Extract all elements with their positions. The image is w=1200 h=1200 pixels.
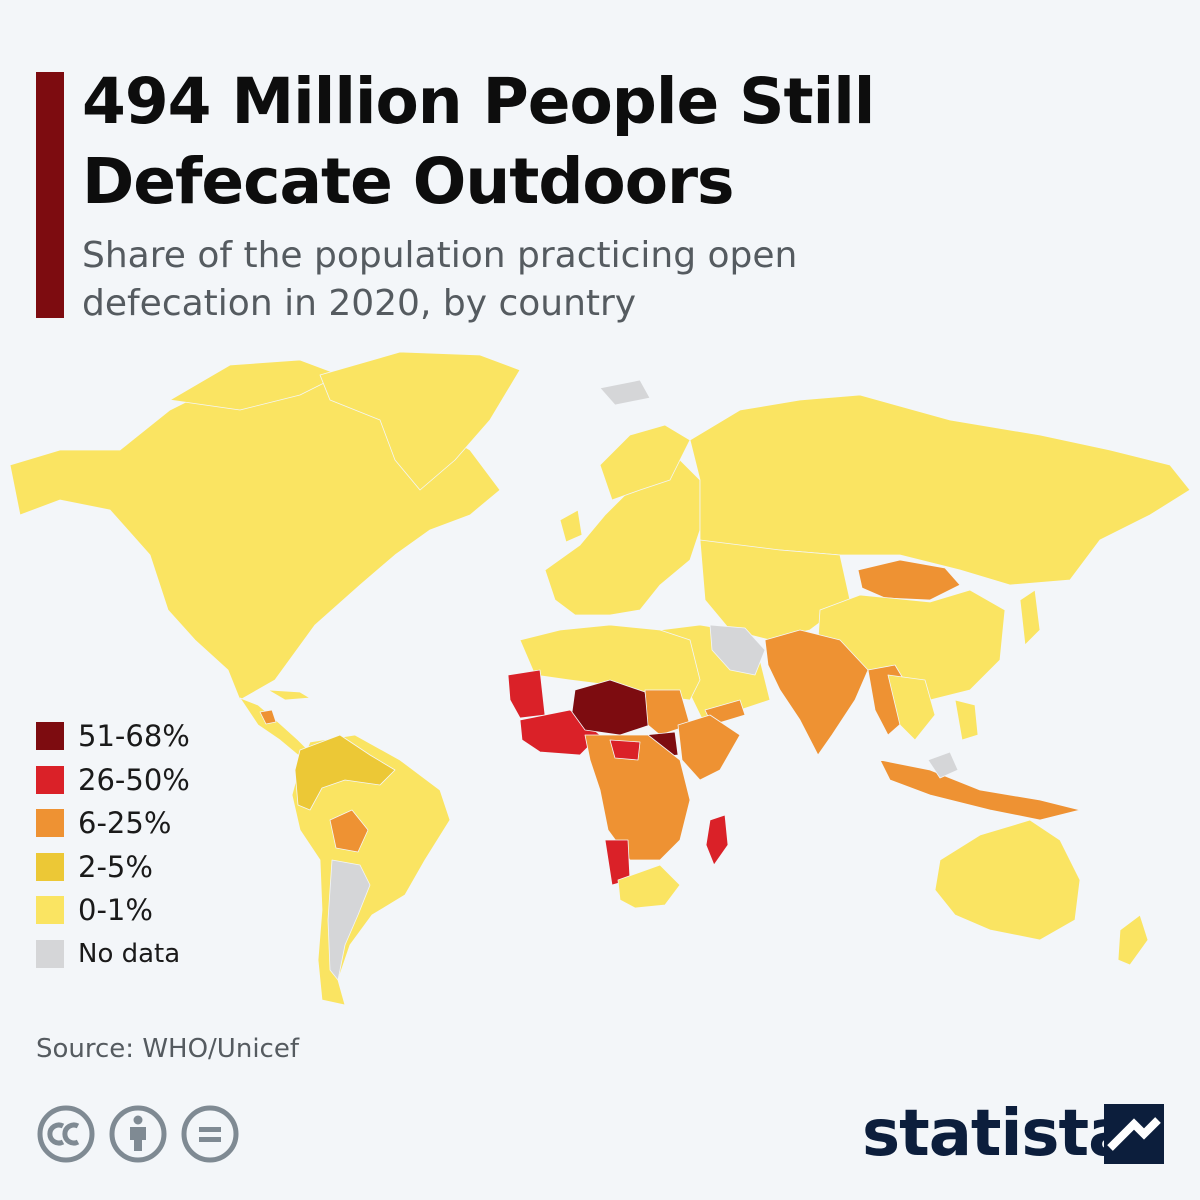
region-uk <box>559 509 583 543</box>
attribution-icon[interactable] <box>108 1104 168 1164</box>
region-andes-yellow <box>294 734 396 811</box>
region-south-asia <box>764 629 869 756</box>
region-niger-chad <box>571 679 651 736</box>
world-map <box>9 351 1191 1006</box>
legend-label: 2-5% <box>78 849 153 884</box>
accent-bar <box>36 72 64 318</box>
region-central-america <box>239 697 311 756</box>
legend-label: 26-50% <box>78 762 190 797</box>
legend-swatch <box>36 852 64 881</box>
region-greenland <box>319 351 521 491</box>
legend-swatch <box>36 722 64 750</box>
page-subtitle: Share of the population practicing open … <box>82 235 798 324</box>
statista-logo-icon <box>1104 1104 1164 1164</box>
region-borneo-nodata <box>927 751 959 779</box>
region-central-africa <box>584 734 691 861</box>
region-australia <box>934 819 1081 941</box>
legend-swatch <box>36 809 64 837</box>
region-europe <box>544 459 701 616</box>
page-title: 494 Million People Still Defecate Outdoo… <box>82 65 875 218</box>
region-saudi-nodata <box>709 624 766 676</box>
legend-swatch <box>36 939 64 968</box>
region-sudan <box>644 689 691 736</box>
region-southeast-asia-yellow <box>887 674 936 741</box>
region-argentina-nodata <box>327 859 371 981</box>
region-mongolia <box>857 559 961 601</box>
brand-wordmark: statista <box>862 1097 1131 1171</box>
region-bolivia <box>329 809 369 853</box>
region-mauritania <box>507 669 546 719</box>
legend-label: 6-25% <box>78 806 172 840</box>
region-japan <box>1019 589 1041 646</box>
region-new-zealand <box>1117 914 1149 966</box>
region-madagascar <box>705 814 729 866</box>
region-scandinavia <box>599 424 691 501</box>
source-note: Source: WHO/Unicef <box>36 1034 299 1064</box>
legend-label: 0-1% <box>78 893 153 927</box>
region-indonesia <box>879 759 1081 821</box>
region-svalbard-nodata <box>599 379 651 406</box>
region-caribbean <box>267 689 311 701</box>
region-horn-africa <box>677 714 741 781</box>
legend-swatch <box>36 765 64 794</box>
no-derivatives-icon[interactable] <box>180 1104 240 1164</box>
region-central-america-orange <box>259 709 277 725</box>
region-central-africa-red <box>609 739 641 761</box>
region-philippines <box>954 699 979 741</box>
region-north-africa <box>519 624 701 701</box>
legend-label: 51-68% <box>78 719 190 753</box>
region-central-asia <box>699 539 851 641</box>
cc-icon[interactable] <box>36 1104 96 1164</box>
legend-swatch <box>36 896 64 924</box>
legend-label: No data <box>78 938 181 969</box>
region-southern-africa <box>617 864 681 909</box>
